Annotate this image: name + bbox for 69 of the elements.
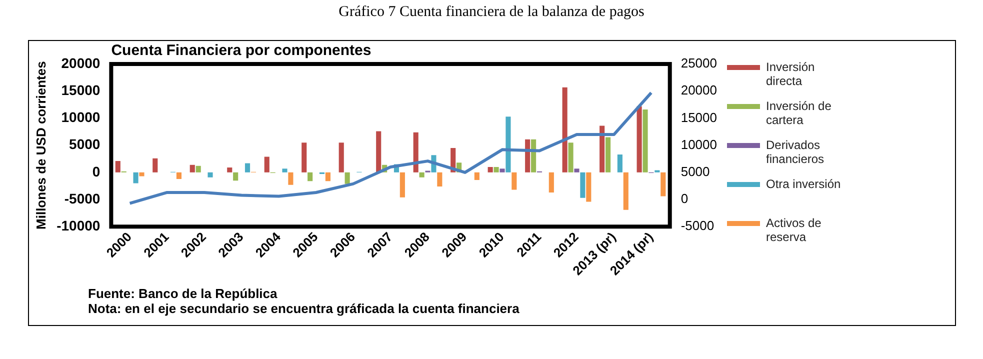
bar bbox=[133, 172, 138, 184]
bar bbox=[376, 131, 382, 172]
chart-title: Cuenta Financiera por componentes bbox=[111, 42, 372, 60]
bar bbox=[474, 172, 480, 180]
y2-tick-label: 20000 bbox=[680, 82, 718, 98]
bar bbox=[208, 172, 213, 178]
bar bbox=[568, 142, 574, 172]
bar bbox=[660, 172, 666, 196]
bar bbox=[574, 168, 580, 172]
bar bbox=[419, 172, 424, 178]
y-tick-label: -10000 bbox=[56, 218, 100, 234]
bar bbox=[196, 166, 201, 172]
y2-tick-label: 15000 bbox=[680, 110, 718, 125]
bar bbox=[548, 172, 554, 192]
bar bbox=[642, 110, 648, 172]
bar bbox=[244, 163, 250, 172]
bar bbox=[636, 106, 642, 172]
bar bbox=[190, 164, 195, 172]
y2-tick-label: 25000 bbox=[680, 56, 718, 71]
bar bbox=[344, 172, 350, 184]
legend-label: Activos de reserva bbox=[766, 216, 822, 244]
bar bbox=[506, 116, 511, 172]
y-tick-label: 15000 bbox=[61, 82, 100, 98]
legend-label: Derivados financieros bbox=[766, 138, 826, 166]
y2-tick-label: 5000 bbox=[680, 164, 710, 180]
y-tick-label: -5000 bbox=[64, 190, 100, 206]
bar bbox=[413, 132, 418, 172]
bar bbox=[400, 172, 405, 198]
bar bbox=[500, 168, 505, 172]
bar bbox=[488, 167, 493, 172]
y2-tick-label: 0 bbox=[680, 191, 688, 206]
bar bbox=[288, 172, 294, 185]
bar bbox=[617, 154, 622, 172]
source-note: Fuente: Banco de la República bbox=[88, 286, 278, 301]
bar bbox=[512, 172, 517, 190]
bar bbox=[494, 167, 499, 172]
bar bbox=[282, 168, 288, 172]
bar bbox=[600, 126, 605, 172]
bar bbox=[152, 158, 158, 172]
bar bbox=[580, 172, 586, 198]
bar bbox=[233, 172, 238, 181]
bar bbox=[586, 172, 592, 202]
bar bbox=[115, 161, 120, 172]
bar bbox=[437, 172, 442, 187]
y-axis-title: Millones de USD corrientes bbox=[33, 61, 48, 230]
y2-tick-label: -5000 bbox=[680, 218, 714, 234]
legend-label: Otra inversión bbox=[766, 177, 842, 191]
legend-label: Inversión directa bbox=[766, 60, 816, 88]
bar bbox=[264, 156, 270, 172]
bar bbox=[338, 142, 344, 172]
text: Nota: en el eje secundario se encuentra gráficada la cuenta financiera bbox=[88, 301, 520, 316]
bar bbox=[176, 172, 182, 179]
y-tick-label: 5000 bbox=[69, 136, 100, 152]
legend-label: Inversión de cartera bbox=[766, 99, 832, 127]
bar bbox=[302, 142, 307, 172]
bar bbox=[605, 137, 611, 172]
bar bbox=[325, 172, 330, 182]
chart-subtitle: Gráfico 7 Cuenta financiera de la balanza de pagos bbox=[338, 4, 646, 21]
bar bbox=[531, 139, 536, 172]
y-tick-label: 10000 bbox=[61, 109, 100, 126]
bar bbox=[139, 172, 144, 176]
bar bbox=[623, 172, 628, 210]
y-tick-label: 0 bbox=[92, 163, 100, 180]
bar bbox=[562, 87, 568, 172]
bar bbox=[525, 139, 530, 172]
y2-tick-label: 10000 bbox=[680, 136, 718, 152]
bar bbox=[308, 172, 313, 182]
bar bbox=[227, 168, 232, 172]
y-tick-label: 20000 bbox=[61, 54, 100, 71]
